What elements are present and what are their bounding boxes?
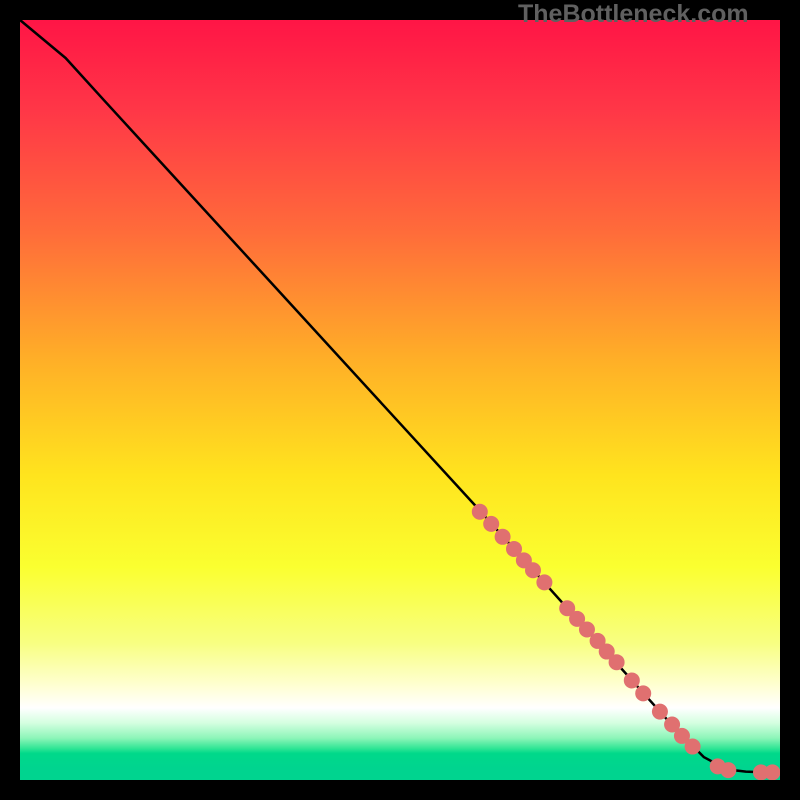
curve-marker xyxy=(536,574,552,590)
curve-marker xyxy=(495,529,511,545)
watermark-text: TheBottleneck.com xyxy=(518,0,749,29)
curve-marker xyxy=(652,704,668,720)
curve-marker xyxy=(472,504,488,520)
curve-marker xyxy=(720,762,736,778)
curve-marker xyxy=(483,516,499,532)
curve-marker xyxy=(525,562,541,578)
frame-right xyxy=(780,0,800,800)
bottleneck-curve-chart xyxy=(0,0,800,800)
curve-marker xyxy=(635,685,651,701)
frame-left xyxy=(0,0,20,800)
curve-line xyxy=(20,20,780,772)
curve-marker xyxy=(624,672,640,688)
curve-marker xyxy=(609,654,625,670)
curve-markers xyxy=(472,504,781,781)
curve-marker xyxy=(685,739,701,755)
frame-bottom xyxy=(0,780,800,800)
curve-marker xyxy=(764,764,780,780)
